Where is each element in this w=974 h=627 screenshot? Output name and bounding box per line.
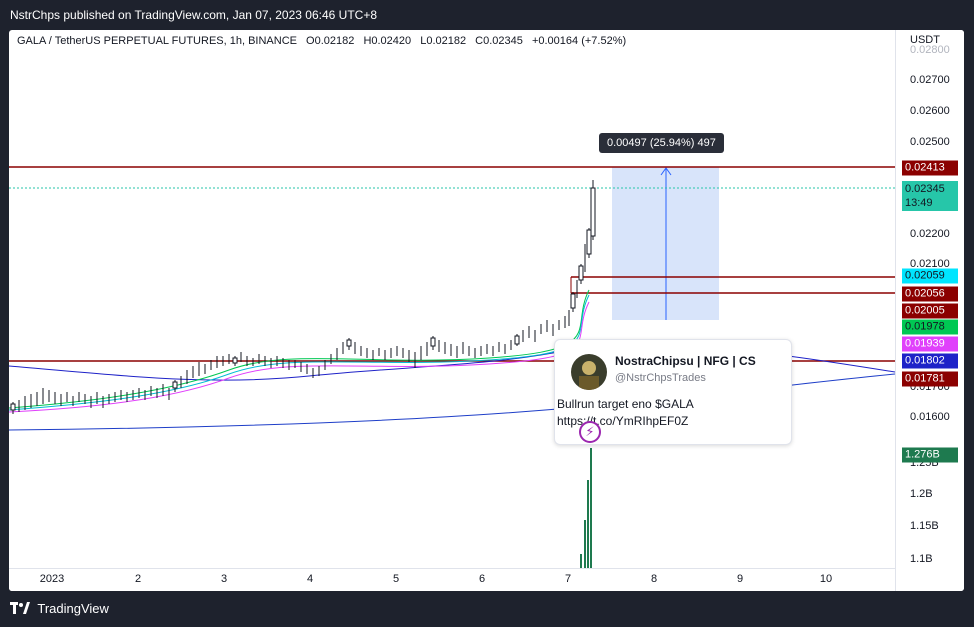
price-label-02056: 0.02056 <box>902 286 958 302</box>
price-label-01939: 0.01939 <box>902 336 958 352</box>
legend-open: O0.02182 <box>306 35 355 47</box>
legend-close: C0.02345 <box>475 35 523 47</box>
x-tick: 3 <box>220 573 228 585</box>
x-tick: 4 <box>306 573 314 585</box>
volume-bars <box>580 448 592 568</box>
price-label-02005: 0.02005 <box>902 303 958 319</box>
legend-symbol: GALA / TetherUS PERPETUAL FUTURES, 1h, B… <box>17 35 297 47</box>
volume-tick: 1.15B <box>910 520 939 532</box>
tradingview-footer[interactable]: TradingView <box>10 598 109 620</box>
bar-countdown: 13:49 <box>905 197 933 209</box>
tweet-author-handle: @NstrChpsTrades <box>615 372 706 384</box>
x-tick: 7 <box>564 573 572 585</box>
currency-label: USDT <box>910 34 940 46</box>
price-tick: 0.02800 <box>910 44 950 56</box>
tradingview-logo-icon <box>10 599 30 621</box>
price-tick: 0.02600 <box>910 105 950 117</box>
x-tick: 2 <box>134 573 142 585</box>
x-tick: 9 <box>736 573 744 585</box>
measure-arrow-head <box>660 167 672 176</box>
price-tick: 0.02200 <box>910 228 950 240</box>
price-tick: 0.02500 <box>910 136 950 148</box>
x-tick: 5 <box>392 573 400 585</box>
price-axis[interactable]: USDT 0.02800 0.02700 0.02600 0.02500 0.0… <box>895 30 964 591</box>
price-label-01781: 0.01781 <box>902 371 958 387</box>
legend-low: L0.02182 <box>420 35 467 47</box>
price-label-02413: 0.02413 <box>902 160 958 176</box>
tweet-author-name: NostraChipsu | NFG | CS <box>615 354 756 368</box>
x-tick: 10 <box>819 573 833 585</box>
price-chart[interactable] <box>9 30 895 591</box>
price-label-last: 0.02345 13:49 <box>902 181 958 211</box>
last-price: 0.02345 <box>905 183 945 195</box>
chart-pane[interactable]: GALA / TetherUS PERPETUAL FUTURES, 1h, B… <box>9 30 964 591</box>
price-tick: 0.02100 <box>910 258 950 270</box>
lightning-icon[interactable]: ⚡ <box>579 421 601 443</box>
ma-green-line <box>9 289 590 409</box>
price-tick: 0.02700 <box>910 74 950 86</box>
legend-change: +0.00164 (+7.52%) <box>531 35 627 47</box>
price-label-01978: 0.01978 <box>902 319 958 335</box>
x-tick: 6 <box>478 573 486 585</box>
price-tick: 0.01600 <box>910 411 950 423</box>
measure-tooltip: 0.00497 (25.94%) 497 <box>599 133 724 153</box>
ma-long-line <box>9 373 895 431</box>
avatar <box>571 354 607 390</box>
publisher-line: NstrChps published on TradingView.com, J… <box>10 8 377 22</box>
time-axis[interactable]: 2023 2 3 4 5 6 7 8 9 10 <box>9 568 895 591</box>
x-tick: 8 <box>650 573 658 585</box>
x-tick: 2023 <box>39 573 65 585</box>
volume-label: 1.276B <box>902 447 958 463</box>
price-label-02059: 0.02059 <box>902 268 958 284</box>
symbol-legend[interactable]: GALA / TetherUS PERPETUAL FUTURES, 1h, B… <box>17 35 626 47</box>
tradingview-brand: TradingView <box>37 601 109 616</box>
legend-high: H0.02420 <box>363 35 412 47</box>
price-label-01802: 0.01802 <box>902 353 958 369</box>
candle-bodies <box>10 187 596 411</box>
volume-tick: 1.2B <box>910 488 933 500</box>
ma-cyan-line <box>9 294 590 411</box>
volume-tick: 1.1B <box>910 553 933 565</box>
candles <box>12 180 594 414</box>
